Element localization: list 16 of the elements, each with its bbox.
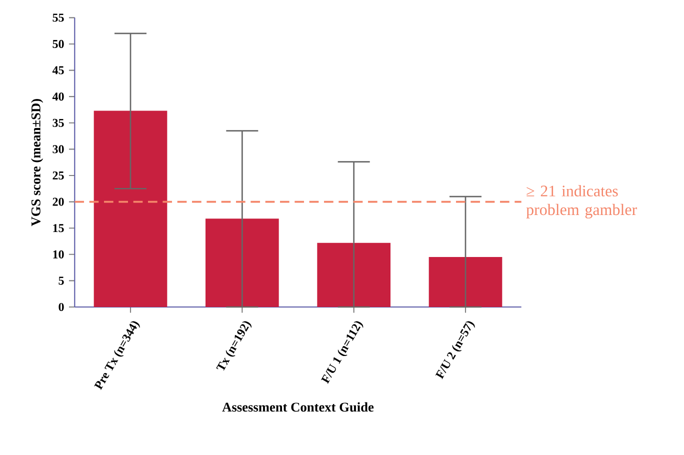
y-tick-label: 0 (58, 302, 64, 312)
y-tick-label: 55 (52, 14, 64, 22)
y-tick-label: 50 (52, 40, 64, 48)
y-tick-label: 20 (52, 198, 64, 206)
y-tick-label: 15 (53, 224, 64, 232)
y-tick-label: 40 (52, 92, 64, 101)
y-tick-label: 30 (52, 145, 64, 154)
y-tick-label: 5 (58, 276, 64, 285)
y-tick-label: 25 (52, 171, 64, 180)
y-tick-label: 10 (53, 250, 64, 258)
bar (94, 110, 168, 307)
y-tick-label: 35 (52, 118, 64, 127)
ref-line-label: ≥ 21 indicates problem gambler (526, 185, 637, 218)
y-tick-label: 45 (52, 66, 64, 74)
y-axis-title: VGS score (mean±SD) (31, 99, 44, 226)
x-axis-title: Assessment Context Guide (222, 402, 374, 412)
